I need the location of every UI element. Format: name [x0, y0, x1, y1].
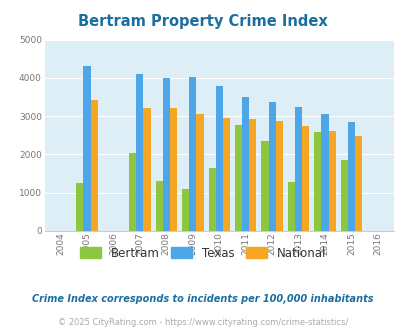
Bar: [347, 122, 354, 231]
Bar: [321, 114, 328, 231]
Bar: [354, 136, 361, 231]
Bar: [294, 107, 301, 231]
Bar: [189, 77, 196, 231]
Bar: [196, 114, 203, 231]
Bar: [181, 189, 189, 231]
Bar: [155, 181, 162, 231]
Text: Crime Index corresponds to incidents per 100,000 inhabitants: Crime Index corresponds to incidents per…: [32, 294, 373, 304]
Bar: [169, 108, 177, 231]
Bar: [268, 102, 275, 231]
Bar: [83, 66, 90, 231]
Bar: [234, 125, 241, 231]
Bar: [249, 119, 256, 231]
Bar: [261, 141, 268, 231]
Bar: [301, 126, 309, 231]
Bar: [215, 85, 222, 231]
Bar: [328, 131, 335, 231]
Bar: [162, 78, 169, 231]
Bar: [287, 182, 294, 231]
Text: Bertram Property Crime Index: Bertram Property Crime Index: [78, 14, 327, 29]
Bar: [275, 121, 282, 231]
Legend: Bertram, Texas, National: Bertram, Texas, National: [76, 243, 329, 263]
Bar: [340, 160, 347, 231]
Bar: [222, 118, 229, 231]
Bar: [313, 132, 321, 231]
Bar: [241, 97, 249, 231]
Bar: [76, 183, 83, 231]
Bar: [90, 100, 98, 231]
Bar: [136, 74, 143, 231]
Bar: [129, 152, 136, 231]
Text: © 2025 CityRating.com - https://www.cityrating.com/crime-statistics/: © 2025 CityRating.com - https://www.city…: [58, 318, 347, 327]
Bar: [143, 108, 150, 231]
Bar: [208, 168, 215, 231]
